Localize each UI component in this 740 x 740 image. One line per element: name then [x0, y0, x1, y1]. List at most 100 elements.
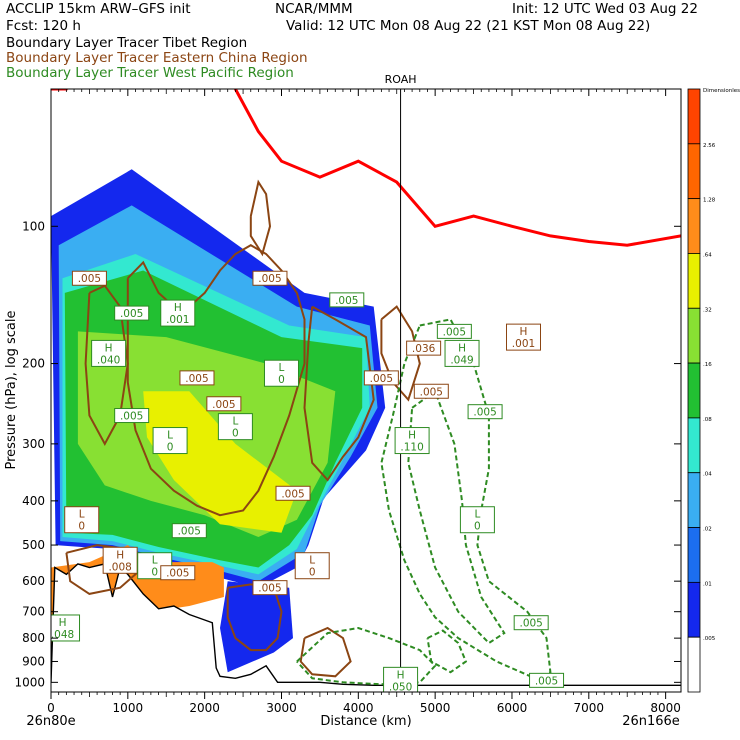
colorbar-level-label: 2.56 — [703, 143, 716, 149]
contour-label-text: 0 — [151, 567, 158, 579]
contour-label-text: .005 — [370, 373, 393, 385]
contour-label-text: .040 — [97, 354, 120, 366]
colorbar-segment — [687, 362, 701, 419]
contour-label-box — [171, 523, 207, 539]
colorbar-segment — [687, 472, 701, 528]
colorbar-level-label: .08 — [703, 417, 712, 423]
contour-label-text: H — [408, 430, 416, 442]
contour-label-20: .005 — [275, 485, 311, 501]
legend-pacific-tracer: Boundary Layer Tracer West Pacific Regio… — [6, 65, 294, 81]
y-tick-label: 500 — [22, 538, 45, 552]
contour-label-box — [294, 552, 330, 580]
contour-label-23: .005 — [171, 523, 207, 539]
station-marker-layer: ROAH — [385, 73, 417, 692]
colorbar-level-label: .04 — [703, 472, 712, 478]
colorbar-segment — [687, 307, 701, 364]
colorbar-segment — [687, 527, 701, 583]
contour-label-text: .049 — [450, 354, 473, 366]
contour-label-text: 0 — [309, 567, 316, 579]
x-tick-label: 7000 — [574, 701, 605, 715]
tibet-contour-6 — [380, 305, 421, 402]
contour-label-box — [513, 615, 549, 631]
contour-label-text: .001 — [166, 314, 189, 326]
contour-label-24: H.008 — [102, 546, 138, 574]
contour-label-text: .005 — [281, 488, 304, 500]
x-tick-label: 8000 — [650, 701, 681, 715]
y-axis-label: Pressure (hPa), log scale — [4, 311, 19, 470]
contour-label-0: .005 — [71, 270, 107, 286]
colorbar-level-label: 1.28 — [703, 198, 716, 204]
colorbar-segment — [687, 198, 701, 254]
colorbar-segment — [687, 581, 701, 638]
y-tick-label: 300 — [22, 437, 45, 451]
y-tick-label: 800 — [22, 631, 45, 645]
contour-label-14: .005 — [206, 396, 242, 412]
colorbar-segment — [687, 417, 701, 474]
contour-label-text: H — [105, 342, 113, 354]
contour-label-text: .110 — [400, 442, 423, 454]
x-axis: 0 1000 2000 3000 4000 5000 6000 7000 8000 — [47, 89, 681, 715]
header-init-time: Init: 12 UTC Wed 03 Aug 22 — [512, 1, 698, 17]
x-start-label: 26n80e — [26, 714, 75, 729]
contour-label-box — [160, 299, 196, 327]
station-marker-label: ROAH — [385, 73, 417, 86]
contour-label-box — [51, 614, 81, 642]
colorbar-level-label: .02 — [703, 527, 712, 533]
terrain-line — [51, 563, 681, 686]
contour-label-text: H — [59, 617, 67, 629]
contour-label-16: .005 — [467, 404, 503, 420]
y-tick-label: 100 — [22, 219, 45, 233]
y-tick-label: 1000 — [14, 675, 45, 689]
contour-label-8: .036 — [406, 340, 442, 356]
contour-label-27: L0 — [294, 552, 330, 580]
contour-label-22: L0 — [64, 506, 100, 534]
header-forecast-hour: Fcst: 120 h — [6, 18, 81, 34]
contour-label-text: L — [79, 509, 85, 521]
contour-label-layer: .005.005 H.001.005.005H.001.005H.049.036H… — [51, 270, 565, 692]
contour-label-text: .048 — [51, 629, 74, 641]
contour-label-31: .005 — [529, 672, 565, 688]
contour-label-text: .005 — [178, 526, 201, 538]
header-institution: NCAR/MMM — [275, 1, 353, 17]
contour-label-box — [529, 672, 565, 688]
tropopause-line — [51, 89, 681, 247]
contour-label-text: L — [474, 509, 480, 521]
contour-label-box — [64, 506, 100, 534]
contour-label-text: .005 — [212, 399, 235, 411]
contour-label-30: .005 — [513, 615, 549, 631]
contour-label-box — [114, 305, 150, 321]
contour-label-19: H.110 — [394, 427, 430, 455]
colorbar-level-label: .32 — [703, 307, 712, 313]
contour-label-text: H — [116, 549, 124, 561]
contour-label-7: H.049 — [444, 339, 480, 367]
contour-label-text: .008 — [108, 561, 131, 573]
contour-label-28: .005 — [252, 580, 288, 596]
y-tick-label: 700 — [22, 605, 45, 619]
tracer-fill-7 — [220, 581, 293, 673]
contour-label-box — [263, 359, 299, 387]
contour-label-6: .005 — [436, 323, 472, 339]
contour-label-10: .005 — [179, 370, 215, 386]
terrain-mask — [51, 563, 681, 692]
contour-label-text: .005 — [185, 373, 208, 385]
colorbar-level-label: .64 — [703, 252, 712, 258]
contour-label-box — [114, 408, 150, 424]
contour-label-text: .005 — [443, 326, 466, 338]
legend-tibet-tracer: Boundary Layer Tracer Tibet Region — [6, 35, 248, 51]
contour-label-text: .005 — [258, 273, 281, 285]
contour-label-box — [383, 666, 419, 692]
contour-label-text: L — [309, 555, 315, 567]
contour-label-21: L0 — [459, 506, 495, 534]
tibet-contour-7 — [65, 544, 145, 595]
contour-label-box — [329, 292, 365, 308]
tibet-contour-5 — [299, 626, 352, 678]
contour-label-12: .005 — [363, 370, 399, 386]
contour-label-box — [413, 383, 449, 399]
contour-label-9: H.040 — [91, 339, 127, 367]
tibet-contour-3 — [249, 179, 272, 257]
colorbar-level-label: .16 — [703, 362, 712, 368]
colorbar-segment — [687, 636, 701, 693]
x-tick-label: 5000 — [420, 701, 451, 715]
contour-label-5: H.001 — [506, 323, 541, 351]
contour-label-box — [394, 427, 430, 455]
